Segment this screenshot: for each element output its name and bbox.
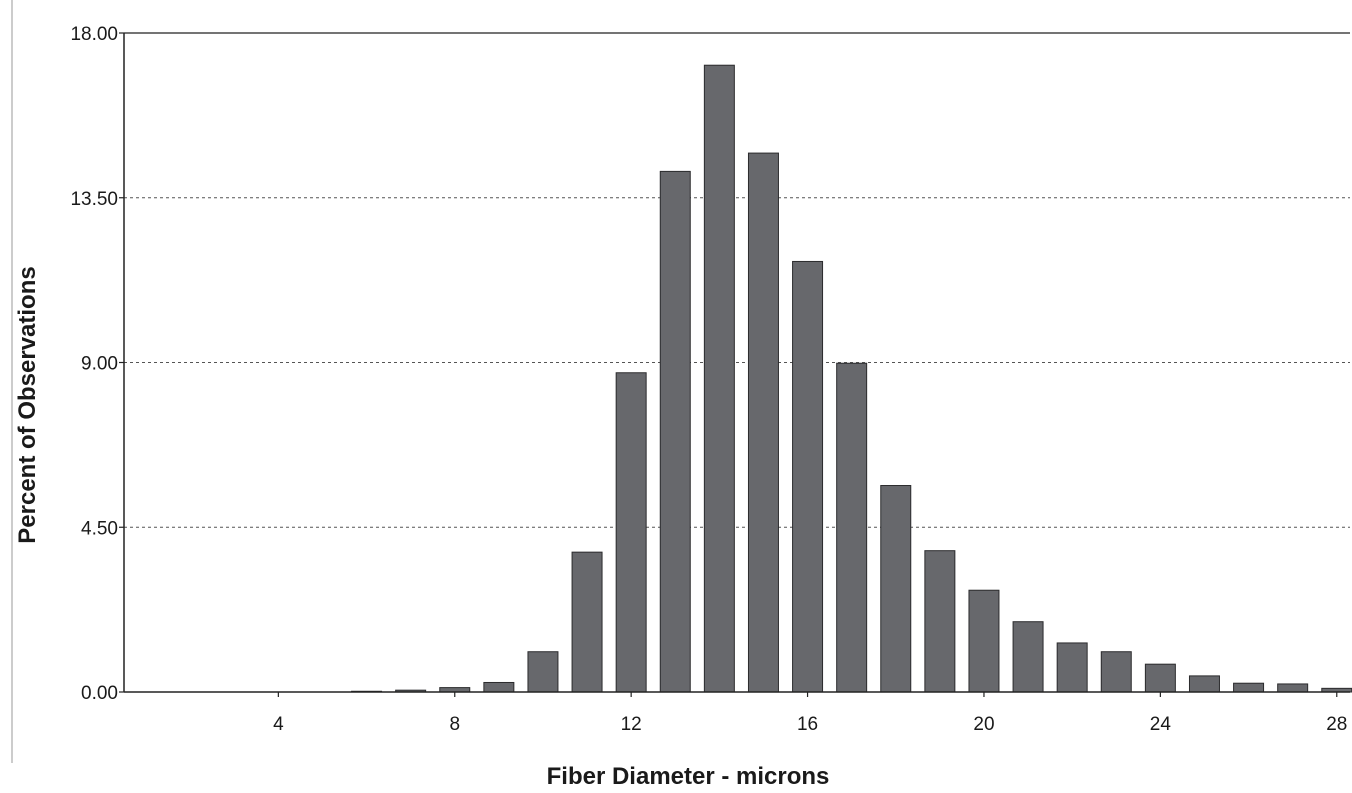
bar: [571, 551, 603, 693]
bar: [880, 485, 912, 693]
bar: [836, 362, 868, 693]
bar: [1277, 683, 1309, 693]
y-tick-label: 9.00: [81, 354, 118, 375]
bar: [1056, 642, 1088, 693]
y-tick-label: 13.50: [70, 189, 118, 210]
bar: [924, 550, 956, 693]
x-tick-label: 8: [449, 714, 460, 735]
bar: [527, 651, 559, 693]
y-tick-label: 4.50: [81, 518, 118, 539]
x-tick-labels: 4 8 12 16 20 24 28: [273, 714, 1347, 735]
bar: [483, 681, 515, 693]
y-tick-label: 0.00: [81, 683, 118, 704]
x-tick-label: 24: [1150, 714, 1172, 735]
x-tick-label: 16: [797, 714, 818, 735]
y-axis-title: Percent of Observations: [14, 266, 41, 543]
axes: [119, 32, 1350, 697]
bar: [1100, 651, 1132, 693]
y-tick-label: 18.00: [70, 24, 118, 45]
bars: [351, 64, 1352, 693]
y-tick-labels: 0.00 4.50 9.00 13.50 18.00: [70, 24, 118, 704]
x-tick-label: 28: [1326, 714, 1347, 735]
bar: [968, 589, 1000, 693]
bar: [703, 64, 735, 693]
bar: [615, 372, 647, 693]
x-tick-label: 12: [621, 714, 642, 735]
bar: [1144, 663, 1176, 693]
bar: [659, 170, 691, 693]
bar: [792, 260, 824, 693]
x-tick-label: 4: [273, 714, 284, 735]
bar: [1188, 675, 1220, 693]
gridlines: [124, 197, 1350, 528]
x-axis-title: Fiber Diameter - microns: [547, 763, 830, 790]
x-tick-label: 20: [973, 714, 994, 735]
bar: [1012, 621, 1044, 693]
bar: [747, 152, 779, 693]
bar: [1233, 682, 1265, 693]
